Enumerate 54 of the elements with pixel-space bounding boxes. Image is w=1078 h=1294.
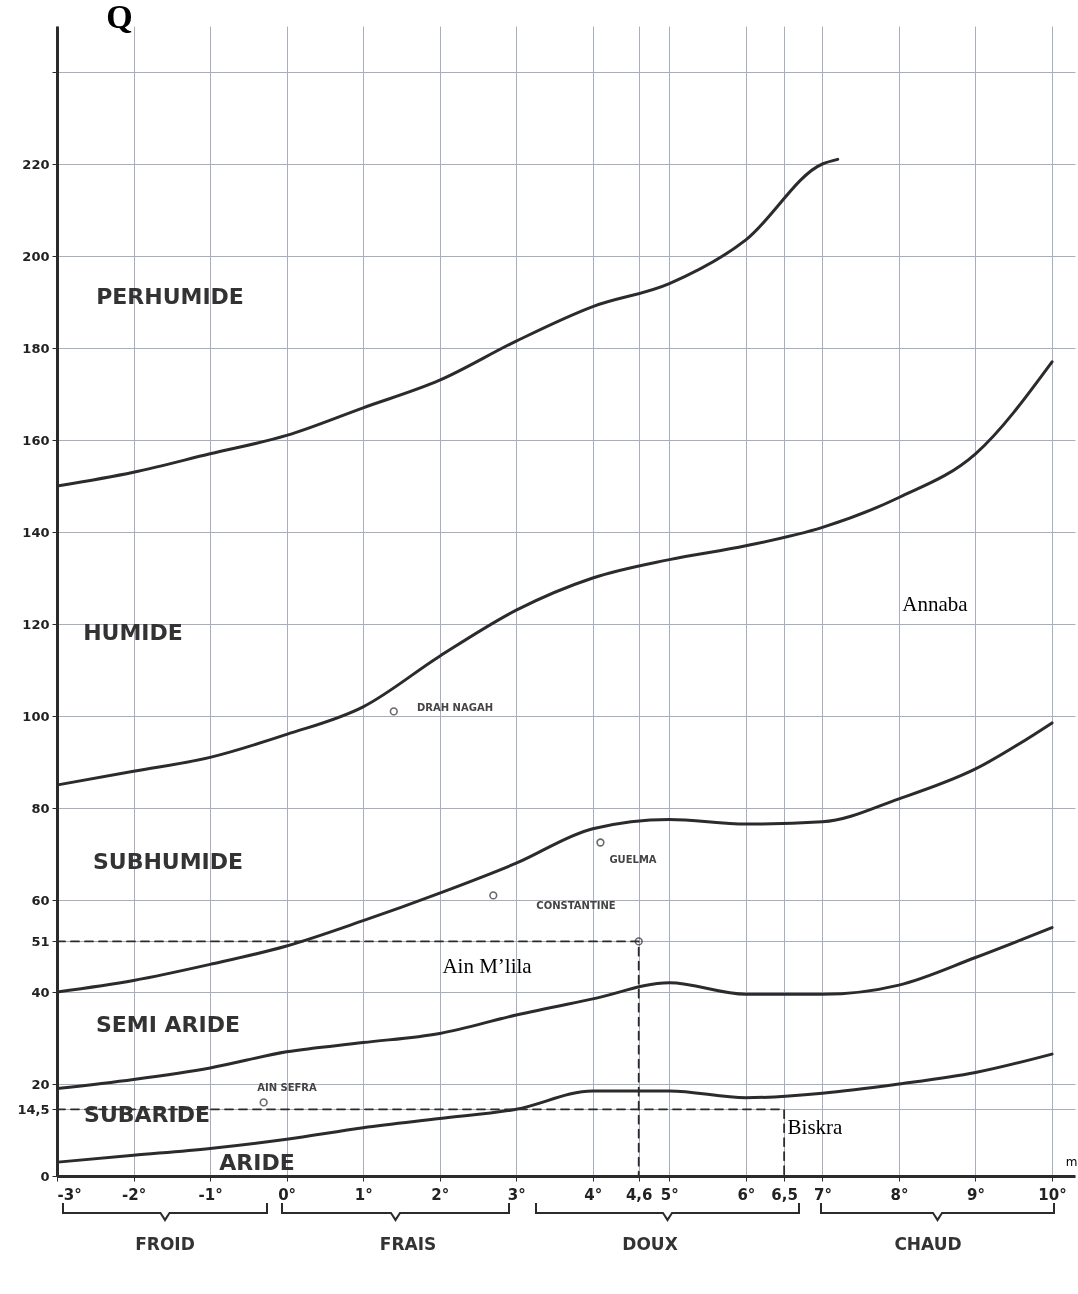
x-tick-label: -1° — [198, 1185, 223, 1204]
y-tick-label: 20 — [31, 1076, 50, 1092]
y-tick-label: 160 — [22, 432, 50, 448]
point — [259, 1098, 268, 1107]
annotation: GUELMA — [609, 854, 657, 865]
text: FROID — [135, 1234, 195, 1254]
y-tick-label: 40 — [31, 984, 50, 1000]
y-tick-label: 180 — [22, 340, 50, 356]
x-axis-title: m — [1065, 1154, 1078, 1169]
annotation: SUBHUMIDE — [92, 849, 244, 874]
y-tick-label: 14,5 — [17, 1101, 50, 1117]
annotation: Ain M’lila — [442, 954, 533, 978]
y-tick-label: 80 — [31, 800, 50, 816]
text: DOUX — [622, 1234, 678, 1254]
y-tick-label: 200 — [22, 248, 50, 264]
x-tick-label: 4° — [584, 1185, 603, 1204]
annotation: CONSTANTINE — [536, 900, 616, 911]
x-tick-label: 2° — [431, 1185, 450, 1204]
x-tick-label: 8° — [890, 1185, 909, 1204]
y-tick-label: 140 — [22, 524, 50, 540]
x-tick-label: 7° — [813, 1185, 832, 1204]
annotation: SUBARIDE — [84, 1102, 210, 1127]
y-tick-label: 0 — [40, 1168, 50, 1184]
x-tick-label: 6,5 — [771, 1185, 798, 1204]
point — [596, 838, 605, 847]
y-axis-title: Q — [106, 0, 133, 35]
annotation: Biskra — [787, 1115, 844, 1139]
annotation: HUMIDE — [83, 620, 183, 645]
x-tick-label: 0° — [278, 1185, 297, 1204]
x-tick-label: 1° — [354, 1185, 373, 1204]
annotation: Annaba — [902, 592, 969, 616]
y-tick-label: 100 — [22, 708, 50, 724]
x-tick-label: -2° — [121, 1185, 147, 1204]
text: FRAIS — [379, 1234, 437, 1254]
x-tick-label: 3° — [507, 1185, 526, 1204]
x-tick-label: 5° — [660, 1185, 679, 1204]
annotation: PERHUMIDE — [96, 284, 244, 309]
annotation: DRAH NAGAH — [416, 702, 494, 713]
y-tick-label: 51 — [31, 933, 50, 949]
point — [389, 707, 398, 716]
x-tick-label: 6° — [737, 1185, 756, 1204]
text: CHAUD — [894, 1234, 962, 1254]
y-tick-label: 120 — [22, 616, 50, 632]
annotation: SEMI ARIDE — [95, 1012, 241, 1037]
y-tick-label: 220 — [22, 156, 50, 172]
x-tick-label: 4,6 — [625, 1185, 653, 1204]
x-tick-label: -3° — [57, 1185, 82, 1204]
y-tick-label: 60 — [31, 892, 50, 908]
point — [634, 937, 643, 946]
x-tick-label: 9° — [967, 1185, 985, 1204]
point — [489, 891, 498, 900]
annotation: ARIDE — [219, 1150, 295, 1175]
x-tick-label: 10° — [1038, 1185, 1067, 1204]
annotation: AIN SEFRA — [257, 1082, 318, 1093]
